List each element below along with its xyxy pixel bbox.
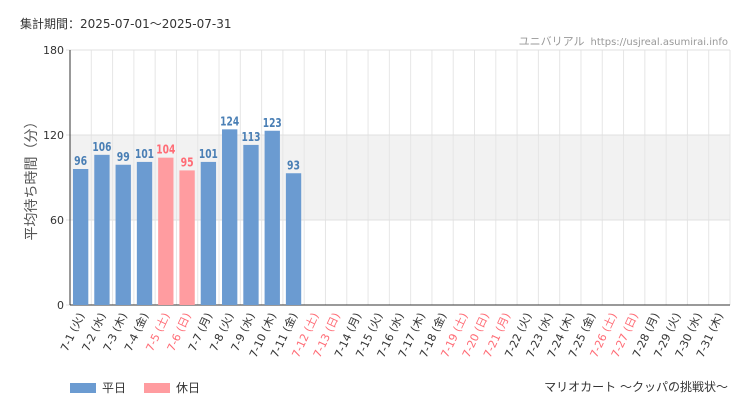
bar bbox=[264, 130, 280, 305]
bar-value-label: 101 bbox=[199, 147, 218, 161]
attraction-name: マリオカート 〜クッパの挑戦状〜 bbox=[544, 380, 728, 394]
y-tick-label: 120 bbox=[43, 129, 64, 142]
bar bbox=[136, 161, 153, 305]
bar-value-label: 96 bbox=[74, 154, 87, 168]
bar bbox=[179, 170, 195, 305]
bar-value-label: 104 bbox=[156, 143, 175, 157]
bar bbox=[222, 129, 238, 305]
bar-value-label: 101 bbox=[135, 147, 154, 161]
bar-value-label: 99 bbox=[117, 150, 130, 164]
bar-value-label: 106 bbox=[92, 140, 111, 154]
bar-value-label: 124 bbox=[220, 114, 239, 128]
bar-value-label: 93 bbox=[287, 158, 300, 172]
legend-holiday: 休日 bbox=[144, 379, 200, 396]
legend-weekday: 平日 bbox=[70, 379, 126, 396]
bar bbox=[94, 154, 110, 305]
legend: 平日 休日 bbox=[70, 379, 218, 396]
site-name: ユニバリアル bbox=[518, 35, 585, 48]
bar bbox=[285, 173, 302, 305]
y-axis-title: 平均待ち時間（分） bbox=[24, 115, 40, 241]
bar-value-label: 95 bbox=[181, 155, 194, 169]
site-brand: ユニバリアル https://usjreal.asumirai.info bbox=[519, 33, 728, 49]
bar bbox=[200, 161, 217, 305]
y-tick-label: 60 bbox=[50, 214, 64, 227]
legend-weekday-label: 平日 bbox=[102, 381, 127, 395]
bar-value-label: 123 bbox=[263, 116, 282, 130]
bar-value-label: 113 bbox=[241, 130, 260, 144]
period-label: 集計期間：2025-07-01～2025-07-31 bbox=[20, 17, 232, 31]
legend-weekday-swatch bbox=[70, 382, 96, 393]
legend-holiday-label: 休日 bbox=[176, 381, 201, 395]
bar bbox=[158, 157, 174, 305]
site-url[interactable]: https://usjreal.asumirai.info bbox=[590, 37, 728, 48]
y-tick-label: 0 bbox=[57, 299, 64, 312]
legend-holiday-swatch bbox=[144, 382, 171, 393]
bar bbox=[243, 144, 259, 305]
y-tick-label: 180 bbox=[43, 44, 64, 57]
bar bbox=[72, 169, 89, 305]
bar bbox=[115, 164, 131, 305]
